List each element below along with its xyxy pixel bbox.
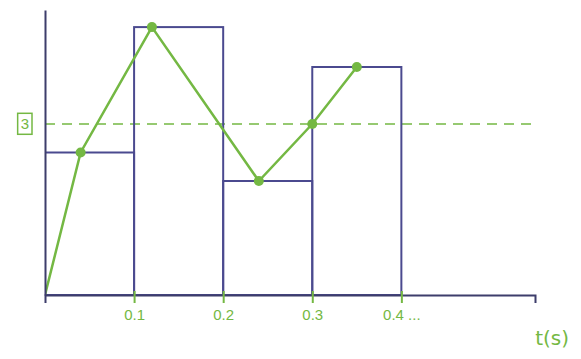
x-tick: 0.1 bbox=[124, 291, 145, 323]
y-axis-line bbox=[45, 11, 47, 296]
line bbox=[45, 27, 357, 295]
x-tick-mark bbox=[401, 291, 403, 303]
x-tick-label: 0.4 ... bbox=[383, 306, 421, 323]
point bbox=[76, 148, 86, 158]
x-tick: 0.3 bbox=[302, 291, 323, 323]
point bbox=[147, 22, 157, 32]
y-tick-box bbox=[18, 113, 32, 134]
y-tick: 3 bbox=[18, 113, 45, 134]
x-axis: 0.1 0.2 0.3 0.4 ... bbox=[46, 291, 536, 323]
grid bbox=[45, 124, 535, 125]
x-tick-label: 0.2 bbox=[213, 306, 234, 323]
y-tick-label: 3 bbox=[21, 115, 29, 132]
bar bbox=[312, 67, 401, 295]
x-tick: 0.2 bbox=[213, 291, 234, 323]
point bbox=[307, 119, 317, 129]
grid-line bbox=[45, 123, 535, 125]
plot: 0.1 0.2 0.3 0.4 ... 3 bbox=[18, 11, 536, 323]
y-axis: 3 bbox=[18, 11, 46, 296]
marks bbox=[45, 22, 401, 295]
bar bbox=[223, 181, 312, 295]
bar bbox=[45, 153, 134, 296]
x-tick-mark bbox=[134, 291, 136, 303]
point bbox=[352, 62, 362, 72]
x-tick-label: 0.3 bbox=[302, 306, 323, 323]
x-tick: 0.4 ... bbox=[383, 291, 421, 323]
x-axis-title: t(s) bbox=[535, 326, 569, 350]
x-tick-label: 0.1 bbox=[124, 306, 145, 323]
x-tick-mark bbox=[312, 291, 314, 303]
x-tick-mark bbox=[223, 291, 225, 303]
x-axis-line bbox=[46, 296, 536, 304]
point bbox=[254, 176, 264, 186]
